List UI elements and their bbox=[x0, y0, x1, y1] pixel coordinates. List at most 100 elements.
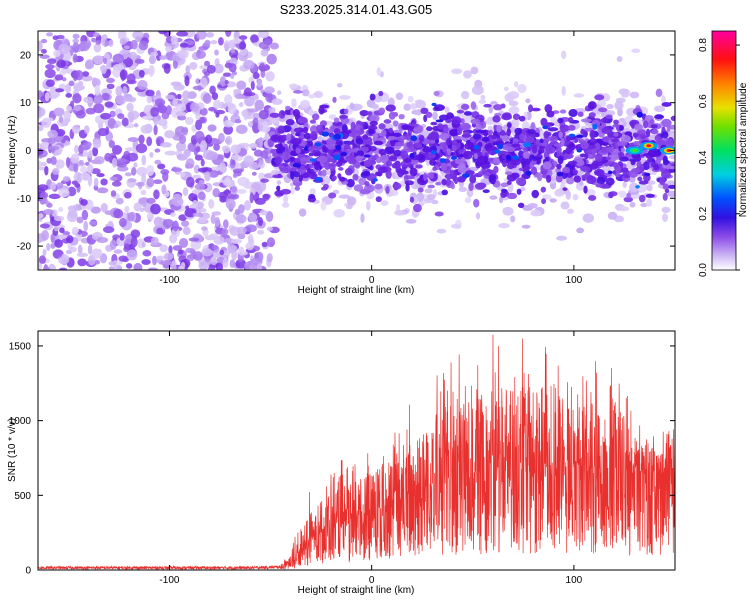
heatmap-cell bbox=[483, 119, 496, 125]
heatmap-cell bbox=[194, 183, 206, 190]
heatmap-cell bbox=[557, 117, 564, 124]
heatmap-cell bbox=[346, 178, 355, 188]
heatmap-cell bbox=[439, 142, 448, 147]
heatmap-cell bbox=[68, 80, 75, 87]
heatmap-cell bbox=[178, 134, 187, 144]
heatmap-cell bbox=[407, 95, 414, 103]
heatmap-cell bbox=[236, 188, 247, 195]
heatmap-x-tick-label: 0 bbox=[369, 275, 375, 286]
heatmap-cell bbox=[208, 265, 216, 270]
heatmap-cell bbox=[170, 167, 183, 172]
heatmap-cell bbox=[304, 145, 309, 152]
heatmap-cell bbox=[289, 166, 298, 171]
heatmap-cell bbox=[540, 186, 547, 193]
heatmap-cell bbox=[560, 201, 570, 210]
heatmap-cell bbox=[55, 88, 65, 93]
colorbar-ticks: 0.0 0.2 0.4 0.6 0.8 bbox=[698, 38, 740, 277]
heatmap-cell bbox=[222, 257, 229, 269]
heatmap-cell bbox=[596, 176, 606, 185]
heatmap-cell bbox=[561, 50, 567, 60]
heatmap-cell bbox=[127, 178, 137, 183]
heatmap-cell bbox=[133, 202, 142, 212]
heatmap-cell bbox=[435, 119, 444, 123]
heatmap-cell bbox=[366, 111, 373, 116]
heatmap-cell bbox=[93, 156, 105, 165]
heatmap-cell bbox=[38, 213, 44, 219]
heatmap-cell bbox=[534, 132, 540, 138]
heatmap-cell bbox=[454, 159, 463, 165]
heatmap-cell bbox=[462, 173, 470, 178]
heatmap-cell bbox=[194, 130, 205, 142]
heatmap-cell bbox=[536, 172, 543, 182]
heatmap-cell bbox=[112, 64, 125, 72]
heatmap-cell bbox=[153, 116, 159, 126]
heatmap-cell bbox=[135, 36, 142, 42]
heatmap-cell bbox=[276, 185, 281, 191]
heatmap-cell bbox=[113, 249, 123, 254]
heatmap-cell bbox=[258, 109, 269, 120]
heatmap-cell bbox=[425, 111, 433, 119]
heatmap-cell bbox=[356, 150, 365, 157]
heatmap-cell bbox=[230, 48, 236, 54]
heatmap-cell bbox=[464, 197, 472, 204]
heatmap-cell bbox=[238, 102, 244, 108]
heatmap-cell bbox=[155, 255, 166, 260]
heatmap-cell bbox=[45, 64, 55, 70]
heatmap-cell bbox=[105, 59, 112, 71]
heatmap-cell bbox=[436, 228, 447, 234]
heatmap-cell bbox=[112, 53, 125, 64]
heatmap-cell bbox=[308, 140, 313, 147]
heatmap-cell bbox=[79, 166, 88, 173]
heatmap-cell bbox=[434, 211, 444, 217]
heatmap-cell bbox=[153, 179, 163, 185]
heatmap-cell bbox=[243, 59, 255, 70]
heatmap-cell bbox=[262, 120, 268, 132]
heatmap-cell bbox=[363, 170, 371, 177]
figure-title: S233.2025.314.01.43.G05 bbox=[280, 2, 433, 17]
heatmap-cell bbox=[380, 200, 389, 206]
heatmap-cell bbox=[176, 93, 182, 100]
heatmap-cell bbox=[265, 71, 275, 82]
heatmap-cell bbox=[350, 121, 356, 131]
heatmap-cell bbox=[119, 69, 128, 81]
heatmap-cell bbox=[62, 176, 71, 182]
heatmap-cell bbox=[94, 84, 101, 96]
heatmap-cell bbox=[388, 111, 396, 120]
heatmap-cell bbox=[50, 156, 57, 166]
heatmap-cell bbox=[256, 79, 263, 88]
colorbar-label: Normalized spectral amplitude bbox=[738, 82, 749, 217]
heatmap-cell bbox=[46, 202, 53, 208]
heatmap-cell bbox=[180, 171, 186, 178]
heatmap-cell bbox=[392, 182, 402, 190]
heatmap-cell bbox=[489, 174, 497, 180]
heatmap-cell bbox=[210, 40, 218, 45]
heatmap-cell bbox=[589, 162, 598, 170]
heatmap-cell bbox=[573, 93, 585, 98]
snr-series-line bbox=[38, 334, 675, 570]
heatmap-cell bbox=[320, 175, 331, 185]
heatmap-cell bbox=[58, 115, 64, 124]
heatmap-cell bbox=[544, 104, 553, 113]
heatmap-cell bbox=[194, 154, 203, 161]
heatmap-cell bbox=[127, 137, 139, 142]
heatmap-cell bbox=[670, 115, 675, 122]
heatmap-cell bbox=[428, 172, 435, 180]
heatmap-cell bbox=[332, 96, 337, 103]
heatmap-cell bbox=[604, 110, 616, 116]
heatmap-cell bbox=[213, 63, 224, 74]
heatmap-cell bbox=[647, 148, 659, 158]
heatmap-cell bbox=[428, 131, 439, 141]
heatmap-cell bbox=[422, 146, 433, 153]
heatmap-cell bbox=[99, 253, 108, 264]
heatmap-cell bbox=[450, 223, 461, 229]
heatmap-cell bbox=[276, 147, 282, 154]
heatmap-cell bbox=[111, 157, 118, 168]
heatmap-cell bbox=[72, 93, 82, 104]
heatmap-cell bbox=[200, 158, 205, 167]
heatmap-xlabel: Height of straight line (km) bbox=[298, 285, 415, 296]
heatmap-cell bbox=[606, 104, 614, 110]
heatmap-cell bbox=[344, 168, 353, 176]
heatmap-cell bbox=[622, 181, 627, 188]
heatmap-cell bbox=[487, 150, 495, 155]
heatmap-cell bbox=[229, 259, 236, 268]
